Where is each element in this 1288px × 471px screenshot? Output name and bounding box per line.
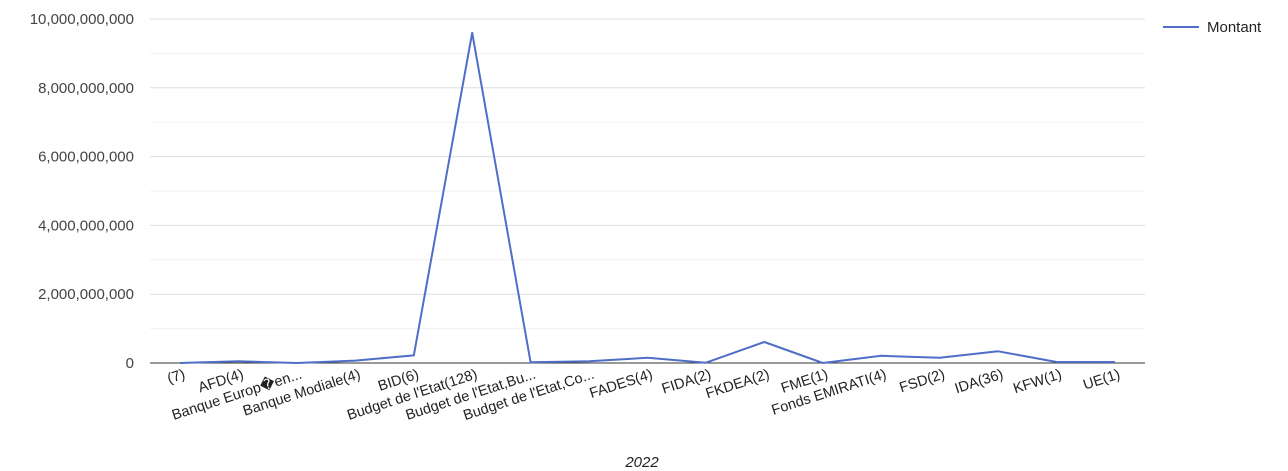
series-line-0 xyxy=(179,31,1115,364)
data-point[interactable] xyxy=(175,358,185,368)
x-tick-label: FKDEA(2) xyxy=(704,367,772,403)
x-tick-label: IDA(36) xyxy=(953,367,1005,398)
data-point[interactable] xyxy=(993,346,1003,356)
x-tick-label: KFW(1) xyxy=(1011,367,1063,398)
data-point[interactable] xyxy=(759,337,769,347)
grid-lines xyxy=(150,18,1145,364)
y-tick-label: 10,000,000,000 xyxy=(30,11,134,28)
legend-label-montant: Montant xyxy=(1207,19,1262,36)
data-point[interactable] xyxy=(467,28,477,38)
data-point[interactable] xyxy=(350,356,360,366)
y-tick-label: 6,000,000,000 xyxy=(38,149,134,166)
legend[interactable]: Montant xyxy=(1163,19,1262,36)
data-point[interactable] xyxy=(526,357,536,367)
y-tick-label: 0 xyxy=(126,355,134,372)
y-axis-ticks: 0 2,000,000,000 4,000,000,000 6,000,000,000… xyxy=(30,11,134,372)
data-point[interactable] xyxy=(818,358,828,368)
series-lines xyxy=(175,28,1120,368)
data-point[interactable] xyxy=(233,356,243,366)
x-tick-label: (7) xyxy=(165,367,187,388)
data-point[interactable] xyxy=(935,353,945,363)
x-tick-label: UE(1) xyxy=(1081,367,1122,394)
x-tick-label: FADES(4) xyxy=(588,367,655,402)
data-point[interactable] xyxy=(643,353,653,363)
y-tick-label: 4,000,000,000 xyxy=(38,217,134,234)
x-axis-ticks: (7) AFD(4)Banque Europ�en...Banque Modial… xyxy=(165,365,1122,424)
x-tick-label: FSD(2) xyxy=(898,367,947,397)
data-point[interactable] xyxy=(701,358,711,368)
y-tick-label: 2,000,000,000 xyxy=(38,286,134,303)
x-axis-label: 2022 xyxy=(624,454,659,471)
data-point[interactable] xyxy=(876,351,886,361)
data-point[interactable] xyxy=(1110,357,1120,367)
data-point[interactable] xyxy=(584,356,594,366)
data-point[interactable] xyxy=(409,350,419,360)
data-point[interactable] xyxy=(1052,357,1062,367)
y-tick-label: 8,000,000,000 xyxy=(38,80,134,97)
data-point[interactable] xyxy=(292,358,302,368)
